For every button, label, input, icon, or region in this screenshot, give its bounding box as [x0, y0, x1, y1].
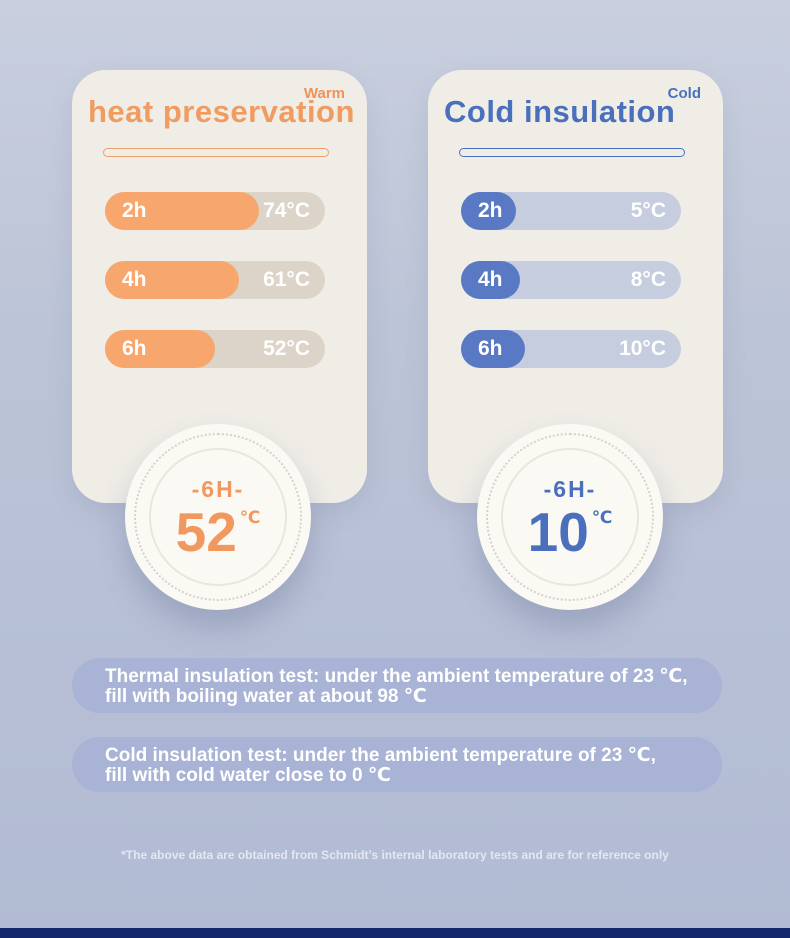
- heat-bar-4h: 4h 61°C: [105, 261, 325, 299]
- bar-value-label: 61°C: [263, 268, 310, 291]
- warm-tag-label: Warm: [303, 85, 345, 102]
- badge-temperature-unit: ℃: [591, 507, 613, 527]
- cold-bar-4h: 4h 8°C: [461, 261, 681, 299]
- bottom-accent-bar: [0, 928, 790, 938]
- engraved-text-ring-icon: [486, 433, 654, 601]
- cold-tag-label: Cold: [667, 85, 701, 102]
- heat-bar-6h: 6h 52°C: [105, 330, 325, 368]
- bar-duration-label: 2h: [478, 199, 503, 222]
- bar-value-label: 10°C: [619, 337, 666, 360]
- badge-duration-label: -6H-: [543, 475, 597, 502]
- bar-duration-label: 2h: [122, 199, 147, 222]
- heat-bar-4h-fill: [105, 261, 240, 299]
- note-line: Thermal insulation test: under the ambie…: [105, 666, 688, 687]
- bar-duration-label: 4h: [122, 268, 147, 291]
- card-heat-preservation: Warm heat preservation 2h 74°C 4h 61°C 6…: [72, 70, 367, 503]
- heat-badge-content: -6H- 52 ℃: [125, 424, 311, 610]
- cold-bar-4h-fill: [461, 261, 521, 299]
- cold-bar-6h: 6h 10°C: [461, 330, 681, 368]
- cold-bar-6h-fill: [461, 330, 525, 368]
- bar-value-label: 74°C: [263, 199, 310, 222]
- heat-bar-6h-fill: [105, 330, 215, 368]
- cold-bar-2h-fill: [461, 192, 516, 230]
- bar-duration-label: 6h: [478, 337, 503, 360]
- note-line: Cold insulation test: under the ambient …: [105, 745, 656, 766]
- badge-temperature-unit: ℃: [239, 507, 261, 527]
- note-line: fill with cold water close to 0 ℃: [105, 765, 391, 786]
- heat-preservation-title: heat preservation: [88, 94, 355, 129]
- bar-value-label: 52°C: [263, 337, 310, 360]
- thermal-test-note: Thermal insulation test: under the ambie…: [72, 658, 722, 713]
- badge-temperature-value: 52: [175, 500, 237, 563]
- title-underline: [103, 148, 329, 157]
- bar-duration-label: 6h: [122, 337, 147, 360]
- cold-bar-2h: 2h 5°C: [461, 192, 681, 230]
- cold-test-note: Cold insulation test: under the ambient …: [72, 737, 722, 792]
- cold-insulation-title: Cold insulation: [444, 94, 676, 129]
- disclaimer-footnote: *The above data are obtained from Schmid…: [121, 848, 669, 862]
- cold-badge-content: -6H- 10 ℃: [477, 424, 663, 610]
- heat-bar-2h-fill: [105, 192, 259, 230]
- bar-value-label: 8°C: [630, 268, 666, 291]
- cold-result-badge: -6H- 10 ℃: [477, 424, 663, 610]
- title-underline: [459, 148, 685, 157]
- badge-temperature-value: 10: [527, 500, 589, 563]
- note-line: fill with boiling water at about 98 ℃: [105, 686, 427, 707]
- bar-value-label: 5°C: [630, 199, 666, 222]
- embossed-inner-ring: [149, 448, 287, 586]
- badge-duration-label: -6H-: [191, 475, 245, 502]
- embossed-inner-ring: [501, 448, 639, 586]
- heat-result-badge: -6H- 52 ℃: [125, 424, 311, 610]
- bar-duration-label: 4h: [478, 268, 503, 291]
- heat-bar-2h: 2h 74°C: [105, 192, 325, 230]
- engraved-text-ring-icon: [134, 433, 302, 601]
